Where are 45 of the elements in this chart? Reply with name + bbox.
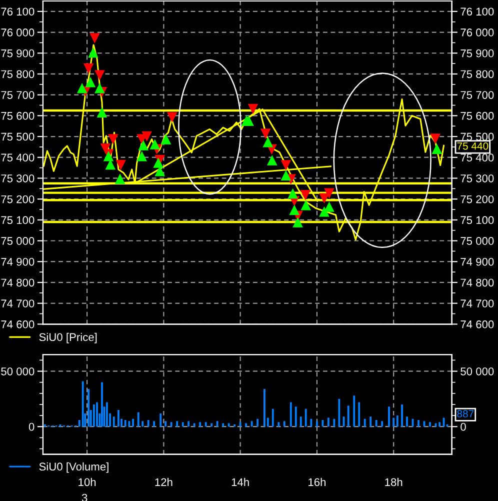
- y2-tick-label: 76 100: [460, 8, 494, 16]
- x-tick-label: 16h: [308, 478, 326, 486]
- y2-tick-label: 75 400: [460, 154, 494, 162]
- y2-tick-label: 75 500: [460, 132, 494, 141]
- y2-tick-label: 74 600: [460, 320, 494, 328]
- y-tick-label: 75 400: [1, 154, 34, 162]
- y2-tick-label: 75 900: [460, 49, 494, 58]
- y-tick-label: 75 000: [1, 237, 34, 245]
- y2-tick-label: 76 000: [460, 28, 494, 36]
- y2-tick-label: 74 800: [460, 278, 494, 287]
- y-tick-label: 76 000: [1, 28, 34, 36]
- y-tick-label: 75 900: [1, 49, 34, 58]
- y-tick-label: 75 600: [1, 112, 34, 120]
- y2-tick-label: 75 600: [460, 112, 494, 120]
- x-tick-label: 10h: [78, 478, 96, 486]
- y-tick-label: 75 300: [1, 174, 34, 182]
- y2-tick-label: 75 200: [460, 195, 494, 204]
- y-tick-label: 74 800: [1, 278, 34, 287]
- y-tick-label: 76 100: [1, 8, 34, 16]
- y-tick-label: 0: [28, 422, 34, 431]
- y2-tick-label: 74 700: [460, 300, 494, 308]
- y-tick-label: 75 700: [1, 91, 34, 99]
- y2-tick-label: 74 900: [460, 258, 494, 266]
- y2-tick-label: 75 800: [460, 70, 494, 78]
- legend-label: SiU0 [Volume]: [39, 462, 108, 473]
- y2-tick-label: 75 100: [460, 216, 494, 224]
- y-tick-label: 50 000: [1, 367, 34, 376]
- x-tick-label: 18h: [385, 478, 402, 486]
- y2-tick-label: 75 000: [460, 237, 494, 245]
- y2-tick-label: 75 300: [460, 174, 494, 182]
- y2-tick-label: 75 700: [460, 91, 494, 99]
- text: 887: [457, 410, 474, 418]
- text: 75 440: [457, 142, 488, 150]
- y-tick-label: 74 900: [1, 258, 34, 266]
- y-tick-label: 74 600: [1, 320, 34, 328]
- y-tick-label: 74 700: [1, 300, 34, 308]
- y2-tick-label: 0: [460, 422, 466, 431]
- legend-label: SiU0 [Price]: [39, 332, 97, 344]
- y-tick-label: 75 500: [1, 132, 34, 141]
- x-tick-label: 14h: [232, 478, 249, 486]
- y2-tick-label: 50 000: [460, 367, 494, 376]
- y-tick-label: 75 200: [1, 195, 34, 204]
- x-tick-label: 12h: [155, 478, 172, 486]
- y-tick-label: 75 100: [1, 216, 34, 224]
- y-tick-label: 75 800: [1, 70, 34, 78]
